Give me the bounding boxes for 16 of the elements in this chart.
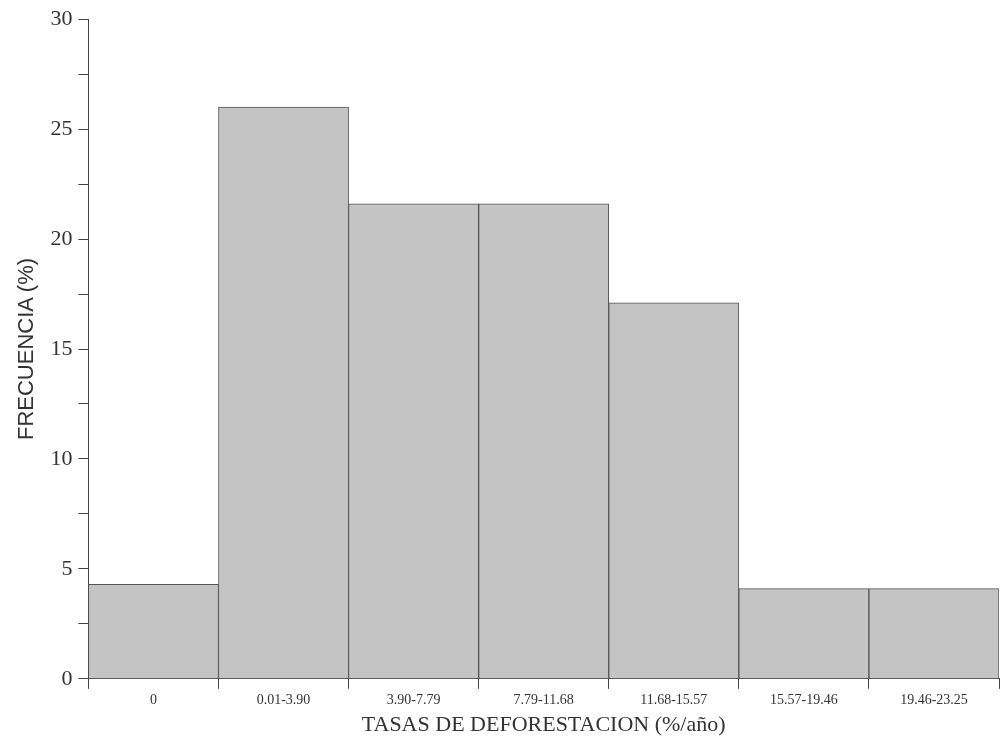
x-tick-label: 0.01-3.90 xyxy=(256,691,311,707)
x-tick-label: 11.68-15.57 xyxy=(640,691,708,707)
y-tick-label: 10 xyxy=(50,444,73,470)
x-tick-label: 3.90-7.79 xyxy=(386,691,441,707)
x-tick-label: 15.57-19.46 xyxy=(770,691,838,707)
x-tick-label: 19.46-23.25 xyxy=(900,691,968,707)
y-tick-label: 25 xyxy=(50,114,73,140)
y-tick-label: 0 xyxy=(61,664,73,690)
y-tick-label: 5 xyxy=(61,554,73,580)
y-tick-label: 15 xyxy=(50,334,73,360)
y-tick-label: 20 xyxy=(50,224,73,250)
y-tick-label: 30 xyxy=(50,4,73,30)
x-tick-label: 0 xyxy=(149,691,157,707)
x-axis-title: TASAS DE DEFORESTACION (%/año) xyxy=(361,710,726,736)
y-axis-title: FRECUENCIA (%) xyxy=(13,257,39,441)
x-tick-label: 7.79-11.68 xyxy=(513,691,574,707)
